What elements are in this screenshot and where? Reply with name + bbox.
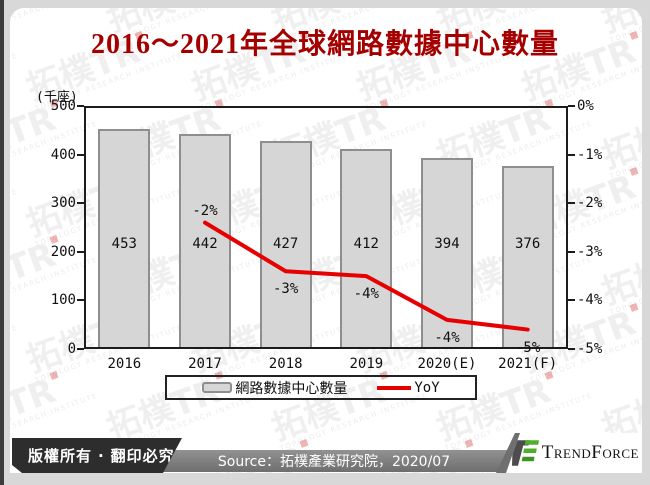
copyright-banner: 版權所有 ‧ 翻印必究 <box>12 438 182 473</box>
left-axis-tick-label: 200 <box>50 243 76 260</box>
right-axis-tick-label: -2% <box>577 195 603 212</box>
left-axis-tick <box>77 105 84 107</box>
bar-swatch-icon <box>202 382 233 393</box>
bar-value-label: 376 <box>515 236 541 252</box>
right-axis-tick-label: 0% <box>577 98 594 114</box>
bar-value-label: 442 <box>192 236 218 252</box>
x-axis-tick-label: 2017 <box>188 356 222 372</box>
source-bar: Source：拓樸產業研究院，2020/07 <box>150 450 518 472</box>
bar-2018 <box>259 141 312 349</box>
left-axis-tick <box>77 348 84 350</box>
bar-value-label: 453 <box>111 236 137 252</box>
x-axis-tick-label: 2021(F) <box>498 356 558 372</box>
x-axis-tick-label: 2018 <box>268 356 303 372</box>
right-axis-tick-label: -4% <box>577 292 603 309</box>
trendforce-logo: TrendForce <box>506 433 642 473</box>
legend-item-bar: 網路數據中心數量 <box>202 378 347 398</box>
right-axis-tick <box>568 202 575 205</box>
right-axis-tick <box>568 153 575 156</box>
right-axis-tick <box>568 250 575 253</box>
x-axis-tick-label: 2020(E) <box>417 356 477 372</box>
legend-label-bar: 網路數據中心數量 <box>235 380 348 397</box>
left-axis-tick <box>77 153 84 156</box>
x-axis-tick-label: 2019 <box>349 356 384 372</box>
left-axis-tick-label: 100 <box>50 292 76 309</box>
left-axis-tick <box>77 202 84 205</box>
left-axis-unit-label: (千座) <box>36 90 78 105</box>
bar-2020(E) <box>421 157 473 349</box>
chart-legend: 網路數據中心數量 YoY <box>165 375 477 400</box>
yoy-point-label: -3% <box>273 281 299 298</box>
legend-item-line: YoY <box>377 379 440 396</box>
left-axis-tick-label: 400 <box>50 146 76 163</box>
legend-label-line: YoY <box>414 379 440 396</box>
left-axis-tick-label: 300 <box>50 195 76 212</box>
bar-value-label: 412 <box>353 236 379 252</box>
line-swatch-icon <box>377 385 412 390</box>
bar-value-label: 427 <box>273 236 299 252</box>
right-axis-tick <box>568 348 575 350</box>
trendforce-mark-icon <box>511 440 539 466</box>
chart-title: 2016～2021年全球網路數據中心數量 <box>90 29 559 60</box>
copyright-text: 版權所有 ‧ 翻印必究 <box>28 447 175 465</box>
yoy-point-label: -4% <box>434 329 460 346</box>
left-axis-tick <box>77 299 84 302</box>
bar-value-label: 394 <box>434 236 460 252</box>
left-axis-tick-label: 0 <box>67 341 76 357</box>
trendforce-wordmark: TrendForce <box>541 442 639 463</box>
right-axis-tick-label: -3% <box>577 243 603 260</box>
x-axis-tick-label: 2016 <box>107 356 142 372</box>
right-axis-tick <box>568 299 575 302</box>
left-edge-strip <box>0 0 4 485</box>
bar-2016 <box>98 128 151 349</box>
yoy-point-label: -5% <box>515 339 541 356</box>
left-axis-tick-label: 500 <box>50 98 76 114</box>
source-text: Source：拓樸產業研究院，2020/07 <box>217 454 451 470</box>
yoy-point-label: -2% <box>192 202 218 219</box>
bar-2017 <box>179 134 231 349</box>
right-axis-tick <box>568 105 575 107</box>
left-axis-tick <box>77 250 84 253</box>
bar-2019 <box>340 148 393 349</box>
right-axis-tick-label: -1% <box>577 146 603 163</box>
plot-frame <box>84 106 568 349</box>
yoy-line <box>203 220 530 332</box>
right-axis-tick-label: -5% <box>577 341 603 357</box>
yoy-point-label: -4% <box>353 286 379 303</box>
